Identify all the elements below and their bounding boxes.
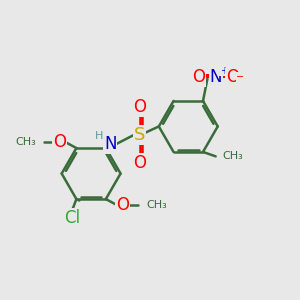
Text: H: H	[95, 131, 103, 141]
Text: O: O	[53, 133, 66, 151]
Text: O: O	[226, 68, 239, 86]
Text: Cl: Cl	[64, 209, 80, 227]
Text: O: O	[192, 68, 205, 86]
Text: CH₃: CH₃	[15, 137, 36, 147]
Text: CH₃: CH₃	[146, 200, 167, 210]
Text: S: S	[134, 126, 146, 144]
Text: O: O	[133, 98, 146, 116]
Text: −: −	[236, 72, 244, 82]
Text: CH₃: CH₃	[223, 152, 244, 161]
Text: N: N	[104, 135, 116, 153]
Text: O: O	[133, 154, 146, 172]
Text: +: +	[220, 66, 228, 76]
Text: O: O	[116, 196, 129, 214]
Text: N: N	[209, 68, 222, 86]
